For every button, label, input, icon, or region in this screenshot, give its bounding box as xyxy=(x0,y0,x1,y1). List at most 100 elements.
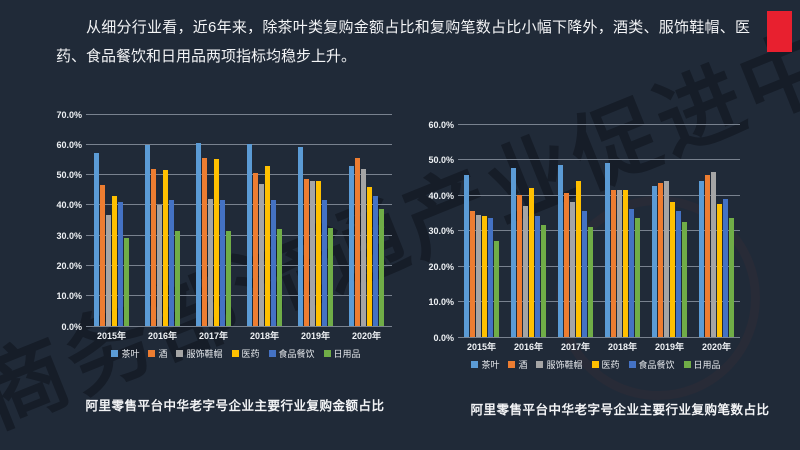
bar-apparel-2019年 xyxy=(664,180,669,337)
bar-tea-2016年 xyxy=(511,168,516,337)
gridline-60 xyxy=(458,123,740,125)
bar-daily-2020年 xyxy=(379,209,384,326)
gridline-70 xyxy=(86,113,392,115)
bar-liquor-2015年 xyxy=(470,210,475,337)
bar-liquor-2020年 xyxy=(355,157,360,326)
bar-group-2015年 xyxy=(464,124,499,337)
y-axis-label: 50.0% xyxy=(428,155,454,165)
bar-apparel-2017年 xyxy=(570,202,575,337)
bar-daily-2020年 xyxy=(729,218,734,337)
bar-liquor-2019年 xyxy=(658,182,663,337)
legend-swatch-apparel xyxy=(176,350,184,357)
legend-label-tea: 茶叶 xyxy=(481,360,500,370)
bar-tea-2017年 xyxy=(558,164,563,337)
bar-apparel-2015年 xyxy=(106,215,111,326)
bar-apparel-2018年 xyxy=(259,183,264,326)
legend-swatch-tea xyxy=(471,361,479,368)
header-text: 从细分行业看，近6年来，除茶叶类复购金额占比和复购笔数占比小幅下降外，酒类、服饰… xyxy=(56,19,750,65)
x-axis-label: 2020年 xyxy=(701,342,732,352)
bar-apparel-2020年 xyxy=(711,171,716,337)
legend-swatch-food xyxy=(628,361,636,368)
bar-liquor-2017年 xyxy=(564,193,569,337)
y-axis-label: 0.0% xyxy=(61,321,82,332)
bar-tea-2015年 xyxy=(94,153,99,326)
legend-swatch-medicine xyxy=(231,350,239,357)
y-axis-label: 50.0% xyxy=(56,170,82,181)
legend-item-tea: 茶叶 xyxy=(471,358,499,371)
legend-swatch-tea xyxy=(111,350,119,357)
bar-apparel-2016年 xyxy=(157,204,162,326)
legend-item-daily: 日用品 xyxy=(323,347,361,360)
bar-group-2017年 xyxy=(558,124,593,337)
legend-label-apparel: 服饰鞋帽 xyxy=(186,349,223,359)
legend-label-medicine: 医药 xyxy=(601,360,620,370)
bar-daily-2017年 xyxy=(226,230,231,326)
plot-area xyxy=(86,113,392,327)
category-slot-2016年 xyxy=(137,114,188,326)
bar-daily-2018年 xyxy=(635,218,640,337)
bar-medicine-2017年 xyxy=(576,180,581,337)
bar-group-2019年 xyxy=(298,114,333,326)
bar-food-2016年 xyxy=(169,200,174,326)
bar-group-2020年 xyxy=(699,124,734,337)
chart-title-count: 阿里零售平台中华老字号企业主要行业复购笔数占比 xyxy=(470,403,770,417)
legend-label-tea: 茶叶 xyxy=(121,349,140,359)
legend-swatch-liquor xyxy=(508,361,516,368)
bar-apparel-2017年 xyxy=(208,198,213,326)
bar-tea-2019年 xyxy=(652,186,657,337)
legend-label-food: 食品餐饮 xyxy=(278,349,315,359)
category-slot-2017年 xyxy=(188,114,239,326)
legend-swatch-medicine xyxy=(591,361,599,368)
x-axis-label: 2019年 xyxy=(654,342,685,352)
legend-swatch-daily xyxy=(323,350,331,357)
y-axis-label: 10.0% xyxy=(56,291,82,302)
bar-daily-2016年 xyxy=(175,230,180,326)
bar-group-2015年 xyxy=(94,114,129,326)
category-slot-2019年 xyxy=(290,114,341,326)
y-axis-label: 0.0% xyxy=(433,332,454,343)
bar-tea-2020年 xyxy=(349,165,354,326)
y-axis-label: 40.0% xyxy=(428,190,454,201)
bar-liquor-2018年 xyxy=(611,189,616,337)
gridline-0 xyxy=(86,325,392,327)
bar-tea-2015年 xyxy=(464,175,469,337)
x-axis-label: 2019年 xyxy=(300,331,331,341)
bar-food-2018年 xyxy=(629,209,634,337)
red-accent-block xyxy=(767,11,792,52)
bar-tea-2020年 xyxy=(699,180,704,337)
bar-medicine-2016年 xyxy=(529,187,534,337)
bar-daily-2017年 xyxy=(588,226,593,337)
bar-apparel-2020年 xyxy=(361,168,366,326)
bar-liquor-2016年 xyxy=(517,195,522,337)
y-axis-label: 20.0% xyxy=(56,260,82,271)
legend-swatch-daily xyxy=(683,361,691,368)
bar-medicine-2019年 xyxy=(316,180,321,326)
legend-item-apparel: 服饰鞋帽 xyxy=(536,358,583,371)
legend-label-liquor: 酒 xyxy=(518,360,528,370)
bar-group-2020年 xyxy=(349,114,384,326)
repurchase-amount-bar-chart: 70.0% 60.0% 50.0% 40.0% 30.0% 20.0% 10.0% 0.0% … xyxy=(52,110,392,360)
x-axis-label: 2018年 xyxy=(607,342,638,352)
bar-group-2016年 xyxy=(145,114,180,326)
bar-food-2016年 xyxy=(535,216,540,337)
bar-group-2016年 xyxy=(511,124,546,337)
x-axis-label: 2018年 xyxy=(249,331,280,341)
bar-liquor-2015年 xyxy=(100,185,105,326)
legend-swatch-liquor xyxy=(148,350,156,357)
bar-group-2019年 xyxy=(652,124,687,337)
x-axis-label: 2017年 xyxy=(198,331,229,341)
gridline-50 xyxy=(458,159,740,160)
gridline-50 xyxy=(86,174,392,176)
legend-item-food: 食品餐饮 xyxy=(268,347,315,360)
bar-food-2015年 xyxy=(488,218,493,337)
bar-groups xyxy=(458,124,740,337)
x-axis-label: 2020年 xyxy=(351,331,382,341)
legend-item-food: 食品餐饮 xyxy=(628,358,675,371)
category-slot-2018年 xyxy=(239,114,290,326)
bar-medicine-2018年 xyxy=(623,189,628,337)
x-axis: 2015年 2016年 2017年 2018年 2019年 2020年 xyxy=(458,340,740,353)
gridline-30 xyxy=(86,234,392,236)
legend-item-liquor: 酒 xyxy=(148,347,167,360)
bar-food-2020年 xyxy=(373,195,378,326)
